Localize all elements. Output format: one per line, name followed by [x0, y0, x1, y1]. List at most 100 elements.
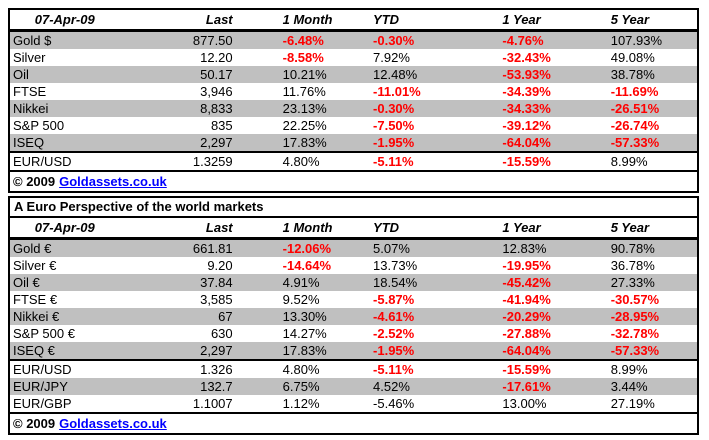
cell-5year: 90.78%: [610, 241, 655, 256]
row-label: Silver: [13, 50, 46, 65]
cell-1year: 13.00%: [502, 396, 547, 411]
cell-last: 835: [210, 118, 233, 133]
usd-markets-table: 07-Apr-09 Last 1 Month YTD 1 Year 5 Year…: [8, 8, 699, 193]
column-header-last: Last: [174, 217, 235, 240]
cell-1month: 11.76%: [282, 84, 326, 99]
column-header-1year: 1 Year: [501, 9, 610, 32]
row-label: Oil €: [13, 275, 40, 290]
cell-1year: -15.59%: [501, 359, 610, 378]
row-label: EUR/GBP: [13, 396, 72, 411]
column-header-1month: 1 Month: [234, 9, 373, 32]
cell-ytd: 18.54%: [373, 275, 418, 290]
cell-1month: 4.91%: [282, 275, 320, 290]
cell-1month: 6.75%: [282, 379, 320, 394]
cell-1month: 17.83%: [282, 135, 327, 150]
cell-5year: -30.57%: [610, 292, 660, 307]
column-header-ytd: YTD: [372, 217, 502, 240]
table-row: Oil € 37.84 4.91% 18.54% -45.42% 27.33%: [9, 274, 698, 291]
table-title-row: A Euro Perspective of the world markets: [9, 197, 698, 218]
cell-1year: -19.95%: [502, 258, 551, 273]
cell-1month: -8.58%: [282, 50, 324, 65]
cell-last: 3,946: [200, 84, 233, 99]
cell-1month: -12.06%: [282, 241, 332, 256]
cell-ytd: -0.30%: [373, 101, 415, 116]
column-header-1year: 1 Year: [501, 217, 610, 240]
copyright-text: © 2009: [13, 174, 56, 189]
cell-ytd: 12.48%: [373, 67, 418, 82]
row-label: FTSE €: [13, 292, 58, 307]
table-row: FTSE 3,946 11.76% -11.01% -34.39% -11.69%: [9, 83, 698, 100]
cell-1month: 9.52%: [282, 292, 320, 307]
cell-5year: -26.51%: [610, 101, 660, 116]
cell-5year: 36.78%: [610, 258, 655, 273]
table-row: Silver € 9.20 -14.64% 13.73% -19.95% 36.78%: [9, 257, 698, 274]
cell-1year: -15.59%: [501, 151, 610, 171]
cell-last: 67: [218, 309, 233, 324]
date-header: 07-Apr-09: [9, 217, 175, 240]
table-row: S&P 500 € 630 14.27% -2.52% -27.88% -32.78%: [9, 325, 698, 342]
cell-1year: -20.29%: [502, 309, 551, 324]
cell-1month: 10.21%: [282, 67, 327, 82]
cell-ytd: 4.52%: [373, 379, 410, 394]
cell-5year: 27.33%: [610, 275, 655, 290]
row-label: EUR/USD: [9, 151, 175, 171]
cell-1year: -32.43%: [502, 50, 551, 65]
table-row: Gold € 661.81 -12.06% 5.07% 12.83% 90.78%: [9, 238, 698, 257]
table-row: Gold $ 877.50 -6.48% -0.30% -4.76% 107.93%: [9, 30, 698, 49]
cell-1year: 12.83%: [502, 241, 547, 256]
goldassets-link[interactable]: Goldassets.co.uk: [59, 174, 167, 189]
cell-ytd: -4.61%: [373, 309, 415, 324]
cell-5year: 3.44%: [610, 379, 648, 394]
cell-1year: -17.61%: [502, 379, 551, 394]
cell-5year: 27.19%: [610, 396, 655, 411]
cell-last: 132.7: [200, 379, 233, 394]
cell-5year: 8.99%: [609, 359, 698, 378]
row-label: S&P 500: [13, 118, 65, 133]
cell-last: 3,585: [200, 292, 233, 307]
cell-last: 1.3259: [174, 151, 235, 171]
cell-1month: 4.80%: [234, 151, 373, 171]
goldassets-link[interactable]: Goldassets.co.uk: [59, 416, 167, 431]
cell-1month: -6.48%: [282, 33, 324, 48]
cell-1month: 4.80%: [234, 359, 373, 378]
cell-5year: -57.33%: [610, 343, 660, 358]
table-row: Silver 12.20 -8.58% 7.92% -32.43% 49.08%: [9, 49, 698, 66]
cell-5year: 38.78%: [610, 67, 655, 82]
cell-ytd: -1.95%: [373, 343, 415, 358]
table-row: EUR/JPY 132.7 6.75% 4.52% -17.61% 3.44%: [9, 378, 698, 395]
row-label: ISEQ: [13, 135, 45, 150]
cell-last: 37.84: [200, 275, 233, 290]
row-label: ISEQ €: [13, 343, 55, 358]
cell-1year: -64.04%: [502, 135, 551, 150]
cell-last: 50.17: [200, 67, 233, 82]
cell-last: 630: [210, 326, 233, 341]
cell-ytd: 13.73%: [373, 258, 418, 273]
table-header-row: 07-Apr-09 Last 1 Month YTD 1 Year 5 Year: [9, 217, 698, 240]
row-label: Nikkei €: [13, 309, 60, 324]
copyright-text: © 2009: [13, 416, 56, 431]
table-row: S&P 500 835 22.25% -7.50% -39.12% -26.74%: [9, 117, 698, 134]
cell-ytd: -7.50%: [373, 118, 415, 133]
row-label: Oil: [13, 67, 29, 82]
cell-last: 8,833: [200, 101, 233, 116]
cell-5year: 107.93%: [610, 33, 663, 48]
row-label: EUR/JPY: [13, 379, 68, 394]
row-label: EUR/USD: [9, 359, 175, 378]
row-label: Silver €: [13, 258, 57, 273]
cell-1month: 23.13%: [282, 101, 327, 116]
table-row: ISEQ 2,297 17.83% -1.95% -64.04% -57.33%: [9, 134, 698, 152]
table-row: Nikkei € 67 13.30% -4.61% -20.29% -28.95%: [9, 308, 698, 325]
cell-5year: -57.33%: [610, 135, 660, 150]
cell-ytd: -0.30%: [373, 33, 415, 48]
cell-1year: -39.12%: [502, 118, 551, 133]
cell-5year: -32.78%: [610, 326, 660, 341]
cell-ytd: -2.52%: [373, 326, 415, 341]
row-label: S&P 500 €: [13, 326, 75, 341]
cell-last: 2,297: [200, 135, 233, 150]
cell-ytd: -5.46%: [373, 396, 415, 411]
row-label: FTSE: [13, 84, 47, 99]
column-header-1month: 1 Month: [234, 217, 373, 240]
copyright-row: © 2009 Goldassets.co.uk: [9, 412, 698, 434]
cell-1year: -34.39%: [502, 84, 551, 99]
cell-last: 661.81: [192, 241, 233, 256]
